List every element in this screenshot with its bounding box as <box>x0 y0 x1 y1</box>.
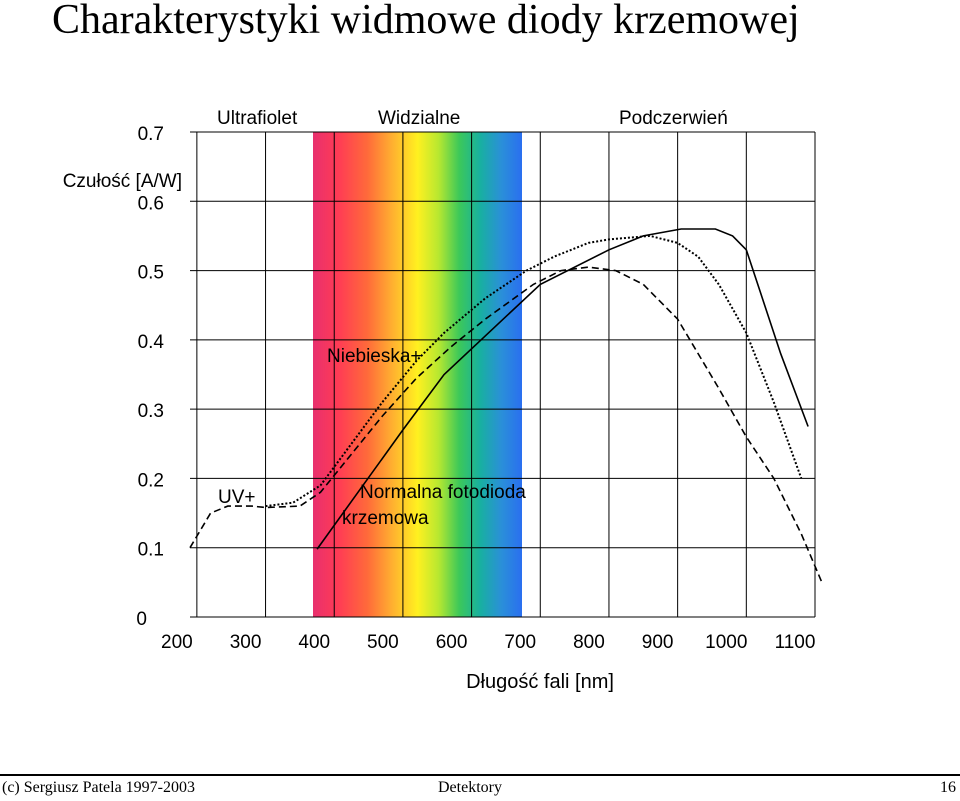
y-tick-label-0.3: 0.3 <box>138 401 164 422</box>
x-tick-label-1000: 1000 <box>705 632 747 653</box>
y-tick-label-0.5: 0.5 <box>138 263 164 284</box>
y-tick-label-0.2: 0.2 <box>138 470 164 491</box>
page-title: Charakterystyki widmowe diody krzemowej <box>52 0 800 43</box>
annotation-normal-line1: Normalna fotodioda <box>360 482 526 503</box>
x-tick-label-400: 400 <box>298 632 330 653</box>
y-tick-label-0.4: 0.4 <box>138 332 165 353</box>
annotation-uv: UV+ <box>218 487 256 508</box>
y-axis-label: Czułość [A/W] <box>63 171 182 192</box>
spectral-chart: 0 0.1 0.2 0.3 0.4 0.5 0.6 0.7 200 300 400 500 600 70… <box>63 108 823 693</box>
region-label-widzialne: Widzialne <box>378 108 460 129</box>
x-tick-label-200: 200 <box>161 632 193 653</box>
x-axis-label: Długość fali [nm] <box>466 671 614 693</box>
annotation-niebieska: Niebieska+ <box>327 346 422 367</box>
x-tick-label-600: 600 <box>436 632 468 653</box>
annotation-normal-line2: krzemowa <box>342 508 429 529</box>
y-axis-tick-labels: 0 0.1 0.2 0.3 0.4 0.5 0.6 0.7 <box>136 124 164 630</box>
annotation-normal-photodiode: Normalna fotodioda krzemowa <box>342 482 531 529</box>
x-tick-label-700: 700 <box>504 632 536 653</box>
series-lines <box>189 228 823 583</box>
x-tick-label-500: 500 <box>367 632 399 653</box>
series-line-2 <box>189 266 823 583</box>
x-axis-tick-labels: 200 300 400 500 600 700 800 900 1000 1100 <box>161 632 815 653</box>
region-label-podczerwien: Podczerwień <box>619 108 728 129</box>
grid <box>190 131 816 618</box>
x-tick-label-1100: 1100 <box>775 632 816 653</box>
footer-copyright: (c) Sergiusz Patela 1997-2003 <box>2 779 195 796</box>
series-line-1 <box>265 234 803 508</box>
x-tick-label-900: 900 <box>642 632 674 653</box>
x-tick-label-300: 300 <box>230 632 262 653</box>
series-line-0 <box>316 228 809 550</box>
x-tick-label-800: 800 <box>573 632 605 653</box>
footer-section: Detektory <box>438 779 502 796</box>
footer-divider <box>0 774 960 776</box>
y-tick-label-0: 0 <box>136 609 147 630</box>
y-tick-label-0.6: 0.6 <box>138 193 164 214</box>
region-label-ultrafiolet: Ultrafiolet <box>217 108 298 129</box>
visible-spectrum-band <box>313 132 522 617</box>
y-tick-label-0.1: 0.1 <box>138 540 164 561</box>
footer-page-number: 16 <box>940 779 956 796</box>
y-tick-label-0.7: 0.7 <box>138 124 164 145</box>
